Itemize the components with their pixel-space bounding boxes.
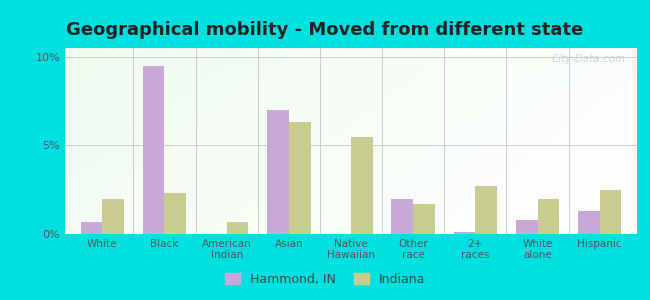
Bar <box>351 136 372 234</box>
Bar <box>600 190 621 234</box>
Bar <box>475 186 497 234</box>
Bar <box>538 199 559 234</box>
Bar <box>454 232 475 234</box>
Bar <box>515 220 538 234</box>
Bar <box>267 110 289 234</box>
Bar <box>143 66 164 234</box>
Bar <box>391 199 413 234</box>
Text: City-Data.com: City-Data.com <box>551 54 625 64</box>
Text: Geographical mobility - Moved from different state: Geographical mobility - Moved from diffe… <box>66 21 584 39</box>
Bar <box>413 204 435 234</box>
Bar <box>81 222 102 234</box>
Bar <box>164 193 187 234</box>
Bar <box>227 222 248 234</box>
Bar <box>102 199 124 234</box>
Bar <box>578 211 600 234</box>
Legend: Hammond, IN, Indiana: Hammond, IN, Indiana <box>220 268 430 291</box>
Bar <box>289 122 311 234</box>
